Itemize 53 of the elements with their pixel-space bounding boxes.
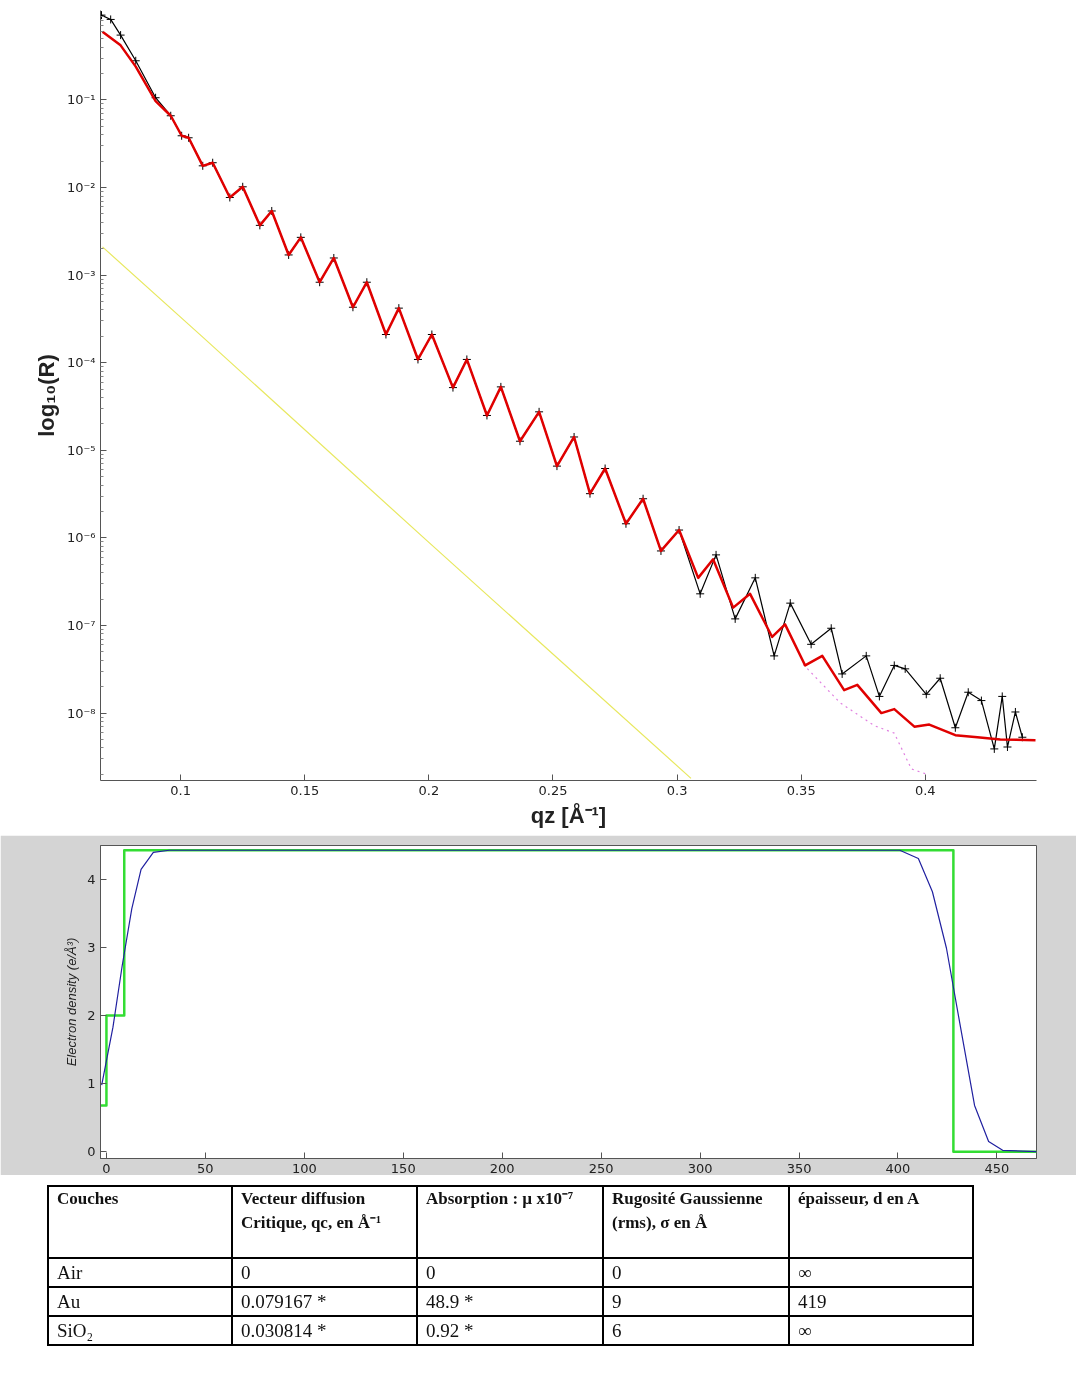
y-tick-label: 0	[87, 1144, 96, 1160]
y-tick-label: 1	[87, 1076, 96, 1092]
x-tick-label: 200	[489, 1160, 515, 1176]
x-tick-label: 0.2	[418, 782, 440, 798]
x-tick-label: 0.35	[786, 782, 816, 798]
y-axis-title: log₁₀(R)	[33, 354, 59, 437]
text: 419	[789, 1287, 973, 1317]
y-tick-label: 10⁻¹	[66, 92, 96, 108]
text: SiO₂	[48, 1316, 232, 1346]
x-tick-label: 250	[588, 1160, 614, 1176]
text: 0	[232, 1258, 417, 1288]
y-tick-label: 10⁻³	[66, 267, 96, 283]
text: 6	[603, 1316, 789, 1346]
text: Air	[48, 1258, 232, 1288]
x-tick-label: 300	[687, 1160, 713, 1176]
x-tick-label: 150	[390, 1160, 416, 1176]
y-tick-label: 3	[87, 940, 96, 956]
text: épaisseur, d en A	[789, 1186, 973, 1258]
text: ∞	[789, 1316, 973, 1346]
text: 0.030814 *	[232, 1316, 417, 1346]
y-tick-label: 10⁻⁵	[66, 442, 96, 458]
x-tick-label: 0.1	[170, 782, 192, 798]
x-tick-label: 0.15	[290, 782, 320, 798]
text: 9	[603, 1287, 789, 1317]
y-tick-label: 10⁻⁸	[66, 705, 96, 721]
x-tick-label: 350	[786, 1160, 812, 1176]
y-tick-label: 10⁻⁴	[66, 355, 96, 371]
x-tick-label: 400	[885, 1160, 911, 1176]
y-tick-label: 10⁻⁷	[66, 618, 96, 633]
x-tick-label: 0.25	[538, 782, 568, 798]
text: 0	[417, 1258, 603, 1288]
x-tick-label: 50	[197, 1160, 214, 1176]
text: Rugosité Gaussienne (rms), σ en Å	[603, 1186, 789, 1258]
x-tick-label: 0	[102, 1160, 111, 1176]
x-tick-label: 100	[291, 1160, 317, 1176]
y-tick-label: 10⁻²	[66, 180, 96, 196]
text: Vecteur diffusion Critique, qc, en Å⁻¹	[232, 1186, 417, 1258]
text: ∞	[789, 1258, 973, 1288]
y-tick-label: 2	[87, 1008, 96, 1024]
x-tick-label: 450	[984, 1160, 1010, 1176]
x-tick-label: 0.4	[914, 782, 936, 798]
y-tick-label: 10⁻⁶	[66, 530, 96, 546]
y-axis-title: Electron density (e/Å³)	[64, 937, 80, 1067]
x-tick-label: 0.3	[666, 782, 688, 798]
x-axis-title: qz [Å⁻¹]	[530, 801, 607, 828]
text: 48.9 *	[417, 1287, 603, 1317]
text: 0	[603, 1258, 789, 1288]
text: 0.92 *	[417, 1316, 603, 1346]
text: 0.079167 *	[232, 1287, 417, 1317]
text: Absorption : µ x10⁻⁷	[417, 1186, 603, 1258]
y-tick-label: 4	[87, 872, 96, 888]
text: Couches	[48, 1186, 232, 1258]
text: Au	[48, 1287, 232, 1317]
